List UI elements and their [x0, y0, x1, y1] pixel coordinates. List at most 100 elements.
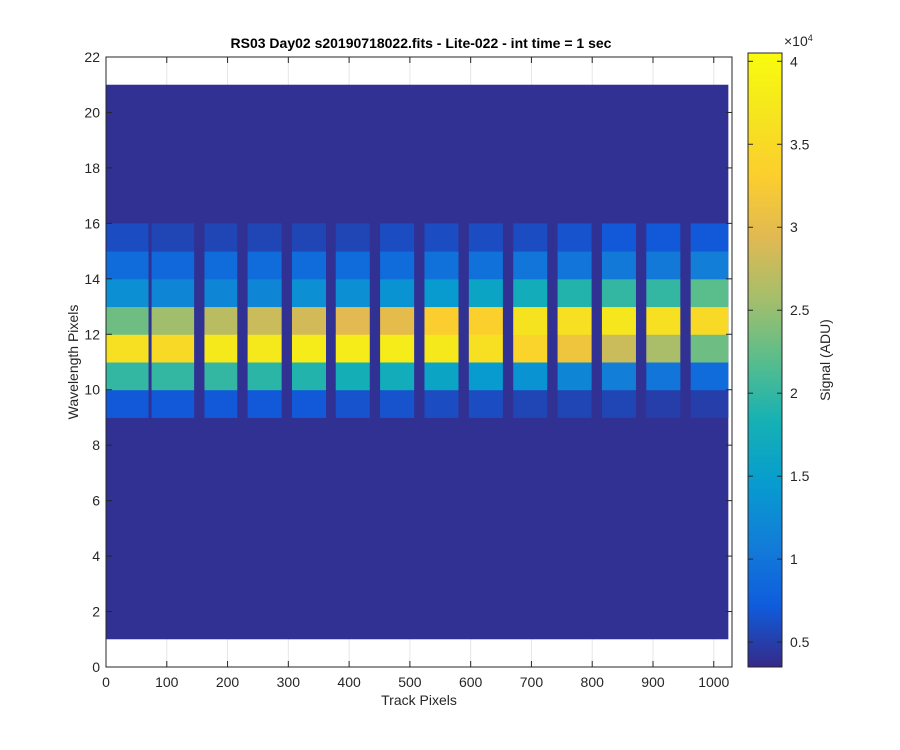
heatmap-cell [151, 223, 195, 252]
x-tick-label: 300 [277, 674, 301, 690]
heatmap-cell [335, 223, 370, 252]
colorbar [748, 53, 782, 667]
heatmap-cell [335, 306, 370, 335]
heatmap-cell [247, 334, 282, 363]
heatmap-cell [151, 278, 195, 308]
heatmap-cell [601, 389, 636, 418]
x-tick-label: 800 [581, 674, 605, 690]
heatmap-cell [247, 306, 282, 335]
heatmap-cell [601, 362, 636, 391]
y-tick-label: 4 [92, 548, 100, 564]
heatmap-cell [601, 306, 636, 335]
heatmap-cell [557, 251, 592, 280]
axes-box [105, 56, 733, 668]
heatmap-cell [204, 223, 238, 252]
heatmap-cell [335, 334, 370, 363]
heatmap-cell [424, 223, 459, 252]
heatmap-cell [646, 306, 681, 335]
heatmap-cell [513, 306, 548, 335]
x-tick-label: 500 [398, 674, 422, 690]
heatmap-cell [468, 334, 503, 363]
heatmap-cell [557, 389, 592, 418]
y-tick-label: 14 [84, 271, 100, 287]
heatmap-cell [151, 251, 195, 280]
colorbar-label: Signal (ADU) [817, 319, 833, 401]
heatmap-cell [646, 278, 681, 308]
colorbar-tick-label: 0.5 [790, 634, 810, 650]
heatmap-cell [335, 362, 370, 391]
y-tick-label: 0 [92, 659, 100, 675]
heatmap-cell [601, 278, 636, 308]
x-tick-label: 0 [102, 674, 110, 690]
x-tick-label: 400 [337, 674, 361, 690]
heatmap-cell [601, 223, 636, 252]
heatmap-cell [380, 362, 415, 391]
heatmap-cell [380, 251, 415, 280]
heatmap-cell [468, 389, 503, 418]
heatmap-cell [468, 223, 503, 252]
heatmap-cell [646, 334, 681, 363]
heatmap-cell [380, 389, 415, 418]
heatmap-cell [646, 251, 681, 280]
heatmap-cell [291, 306, 327, 335]
colorbar-exponent-base: ×10 [784, 33, 808, 49]
x-axis-label: Track Pixels [381, 692, 457, 708]
heatmap-cell [424, 278, 459, 308]
heatmap-cell [291, 389, 327, 418]
colorbar-tick-label: 3 [790, 219, 798, 235]
heatmap-cell [380, 334, 415, 363]
heatmap-cell [601, 334, 636, 363]
y-tick-label: 8 [92, 437, 100, 453]
heatmap-cell [380, 278, 415, 308]
heatmap-cell [468, 362, 503, 391]
heatmap-cell [424, 306, 459, 335]
y-tick-label: 6 [92, 493, 100, 509]
heatmap-cell [468, 251, 503, 280]
heatmap-cell [557, 223, 592, 252]
y-tick-label: 20 [84, 104, 100, 120]
heatmap-cell [557, 306, 592, 335]
heatmap-cell [335, 389, 370, 418]
y-tick-label: 12 [84, 326, 100, 342]
heatmap-cells [106, 84, 729, 640]
heatmap-cell [291, 223, 327, 252]
heatmap-cell [468, 306, 503, 335]
x-tick-labels: 0 100 200 300 400 500 600 700 800 900 1000 [102, 674, 729, 690]
colorbar-tick-label: 1 [790, 551, 798, 567]
heatmap-cell [204, 389, 238, 418]
x-tick-label: 700 [520, 674, 544, 690]
y-tick-label: 22 [84, 49, 100, 65]
heatmap-cell [291, 251, 327, 280]
heatmap-cell [690, 389, 729, 418]
x-tick-label: 200 [216, 674, 240, 690]
heatmap-cell [151, 389, 195, 418]
heatmap-cell [513, 389, 548, 418]
heatmap-cell [646, 389, 681, 418]
heatmap-cell [204, 278, 238, 308]
colorbar-tick-label: 4 [790, 53, 798, 69]
heatmap-cell [690, 278, 729, 308]
heatmap-cell [690, 251, 729, 280]
heatmap-cell [106, 251, 149, 280]
colorbar-exponent: ×104 [784, 33, 813, 49]
heatmap-cell [335, 251, 370, 280]
heatmap-cell [424, 251, 459, 280]
y-tick-labels: 0 2 4 6 8 10 12 14 16 18 20 22 [84, 49, 100, 675]
x-tick-label: 600 [459, 674, 483, 690]
heatmap-cell [106, 223, 149, 252]
axes-frame [105, 56, 733, 668]
heatmap-cell [557, 334, 592, 363]
y-tick-label: 18 [84, 160, 100, 176]
heatmap-cell [424, 362, 459, 391]
heatmap-cell [380, 223, 415, 252]
colorbar-exponent-power: 4 [808, 33, 813, 43]
heatmap-cell [204, 251, 238, 280]
heatmap-cell [646, 223, 681, 252]
heatmap-cell [106, 306, 149, 335]
colorbar-tick-label: 3.5 [790, 136, 810, 152]
heatmap-cell [247, 362, 282, 391]
heatmap-cell [424, 389, 459, 418]
y-axis-label: Wavelength Pixels [65, 305, 81, 420]
heatmap-cell [291, 362, 327, 391]
heatmap-cell [690, 334, 729, 363]
